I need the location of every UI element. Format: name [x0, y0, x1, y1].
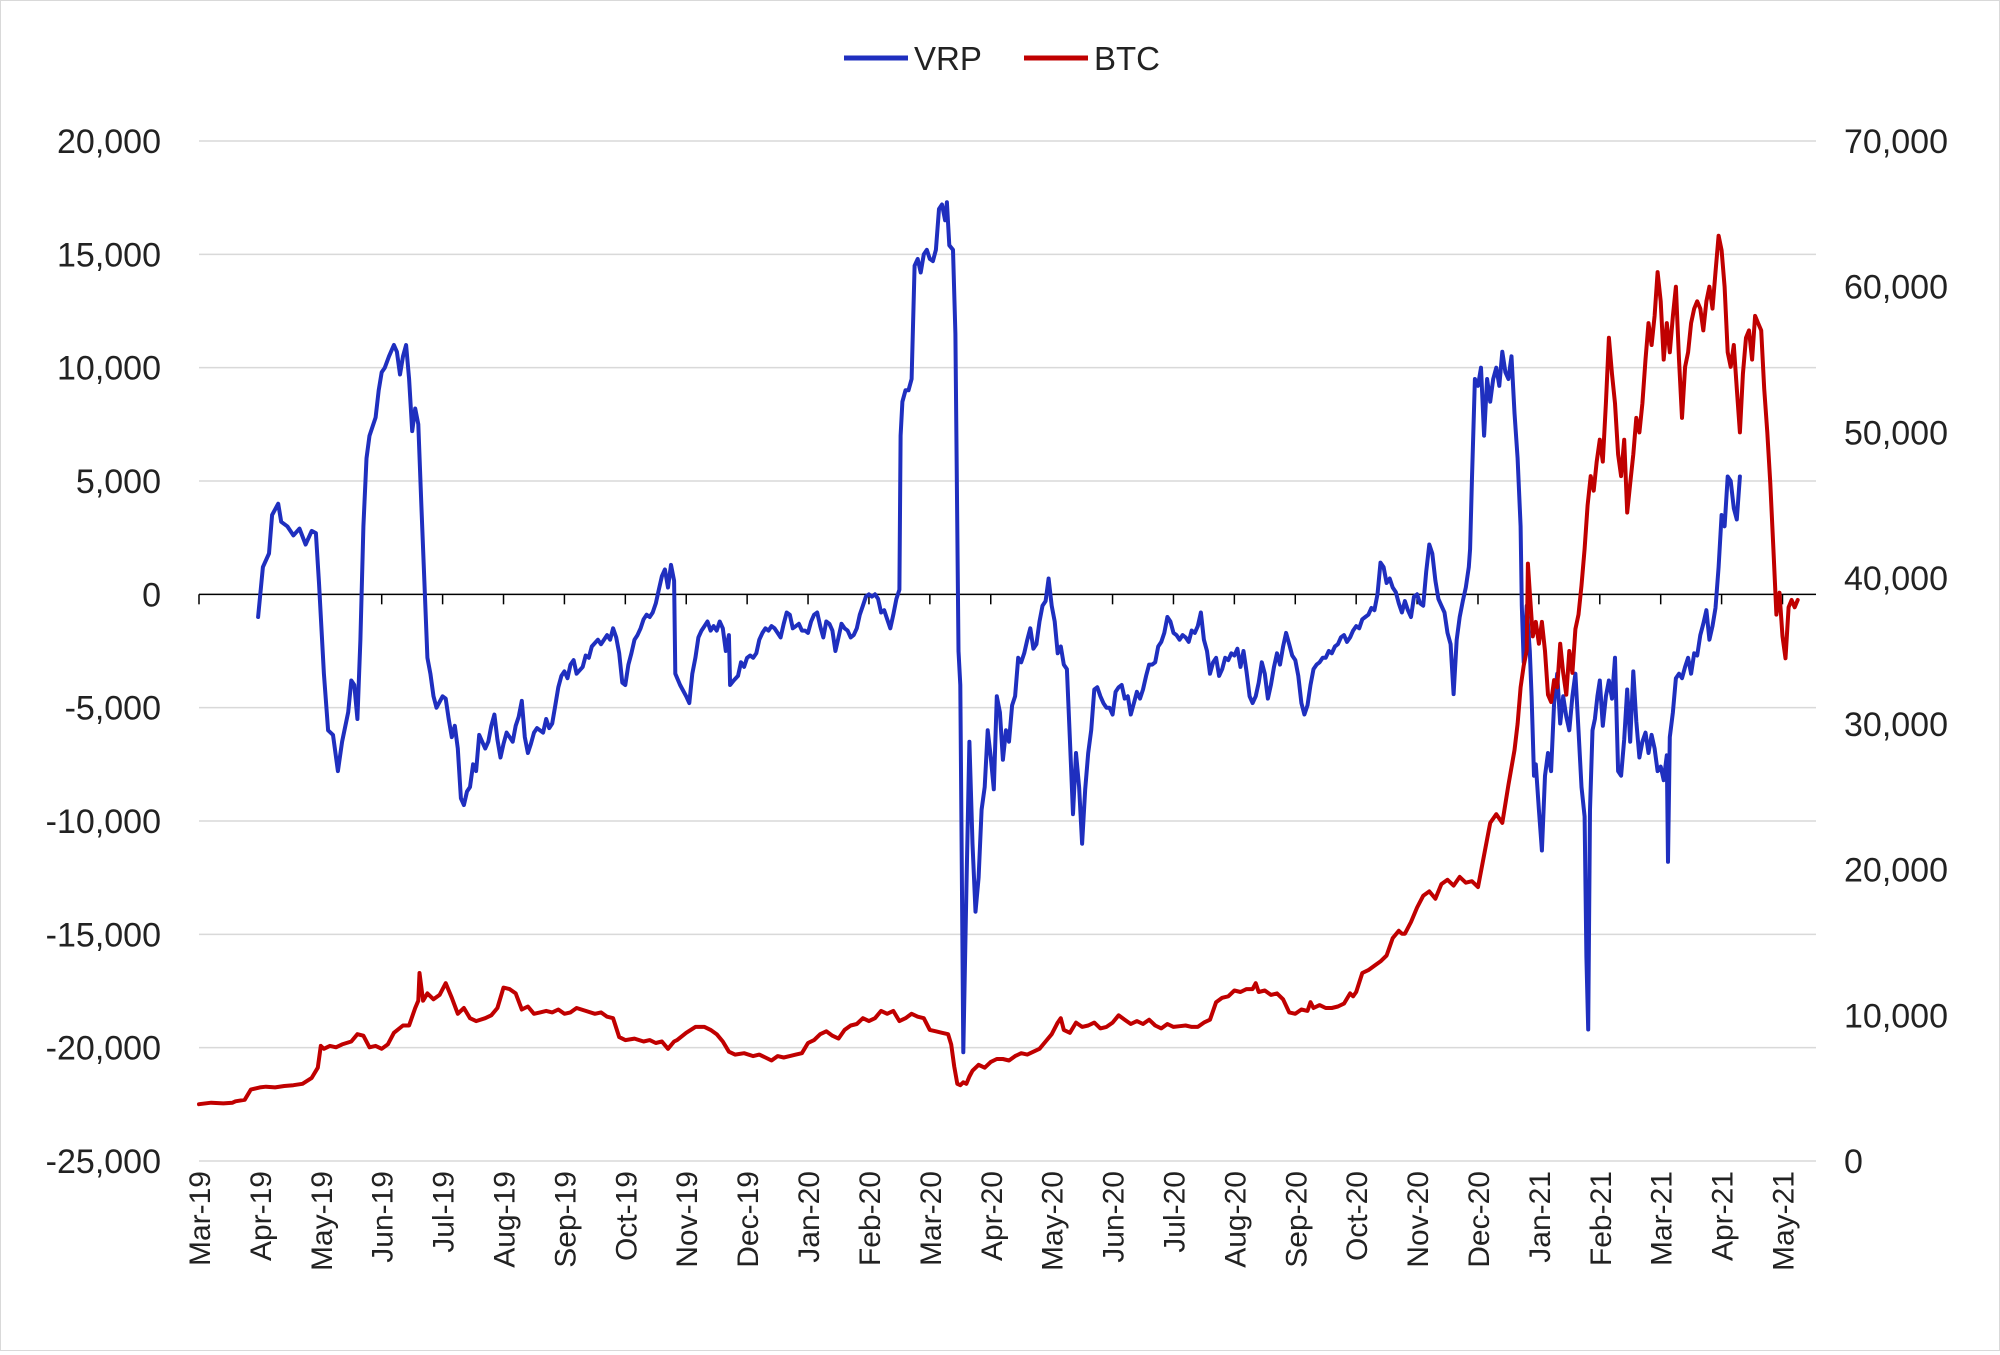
left-axis-tick-label: -5,000 [65, 690, 161, 728]
left-axis-tick-label: 0 [142, 576, 161, 614]
x-axis-tick-label: Feb-20 [854, 1171, 887, 1266]
series-line-vrp [256, 200, 1742, 1055]
left-axis-tick-label: 5,000 [76, 463, 161, 501]
right-axis-tick-label: 10,000 [1844, 997, 1948, 1035]
right-axis-tick-label: 0 [1844, 1143, 1863, 1181]
x-axis-tick-label: Aug-20 [1219, 1171, 1252, 1268]
left-axis-tick-labels: -25,000 -20,000 -15,000 -10,000 -5,000 0 5,000… [46, 123, 161, 1181]
gridlines [199, 140, 1816, 1162]
legend: VRP BTC [844, 40, 1160, 77]
left-axis-tick-label: -15,000 [46, 916, 161, 954]
right-axis-tick-label: 30,000 [1844, 706, 1948, 744]
x-axis-tick-label: Oct-20 [1341, 1171, 1374, 1261]
x-axis-tick-label: Apr-21 [1707, 1171, 1740, 1261]
x-axis-tick-label: Dec-20 [1463, 1171, 1496, 1268]
right-axis-tick-labels: 0 10,000 20,000 30,000 40,000 50,000 60,000 70,… [1844, 123, 1948, 1181]
left-axis-tick-label: 20,000 [57, 123, 161, 161]
x-axis-tick-label: Mar-20 [915, 1171, 948, 1266]
x-axis-tick-label: May-21 [1768, 1171, 1801, 1271]
x-axis-tick-label: Aug-19 [489, 1171, 522, 1268]
right-axis-tick-label: 40,000 [1844, 560, 1948, 598]
x-axis-tick-label: Nov-20 [1402, 1171, 1435, 1268]
right-axis-tick-label: 20,000 [1844, 852, 1948, 890]
x-axis-tick-label: Nov-19 [671, 1171, 704, 1268]
legend-label-vrp: VRP [914, 40, 982, 77]
x-axis-tick-label: Apr-19 [245, 1171, 278, 1261]
series-line-btc [197, 233, 1800, 1107]
x-axis-tick-label: Sep-19 [549, 1171, 582, 1268]
left-axis-tick-label: 15,000 [57, 236, 161, 274]
x-axis-tick-label: Jun-20 [1098, 1171, 1131, 1263]
left-axis-tick-label: -20,000 [46, 1030, 161, 1068]
x-axis-tick-label: Jun-19 [367, 1171, 400, 1263]
x-axis-tick-label: Jul-19 [428, 1171, 461, 1253]
left-axis-tick-label: 10,000 [57, 350, 161, 388]
x-axis-tick-label: Jan-20 [793, 1171, 826, 1263]
x-axis-tick-label: Apr-20 [976, 1171, 1009, 1261]
x-axis-tick-label: May-19 [306, 1171, 339, 1271]
zero-axis [198, 593, 1816, 605]
x-axis-tick-label: Feb-21 [1585, 1171, 1618, 1266]
right-axis-tick-label: 60,000 [1844, 269, 1948, 307]
right-axis-tick-label: 70,000 [1844, 123, 1948, 161]
x-axis-tick-label: Oct-19 [610, 1171, 643, 1261]
x-axis-tick-label: Mar-19 [184, 1171, 217, 1266]
x-axis-tick-label: Sep-20 [1280, 1171, 1313, 1268]
x-axis-tick-label: Jan-21 [1524, 1171, 1557, 1263]
series-lines [197, 200, 1800, 1107]
x-axis-tick-label: Jul-20 [1158, 1171, 1191, 1253]
left-axis-tick-label: -25,000 [46, 1143, 161, 1181]
legend-label-btc: BTC [1094, 40, 1160, 77]
x-axis-tick-label: Mar-21 [1646, 1171, 1679, 1266]
right-axis-tick-label: 50,000 [1844, 414, 1948, 452]
left-axis-tick-label: -10,000 [46, 803, 161, 841]
x-axis-tick-label: May-20 [1037, 1171, 1070, 1271]
x-axis-tick-label: Dec-19 [732, 1171, 765, 1268]
x-axis-tick-labels: Mar-19 Apr-19 May-19 Jun-19 Jul-19 Aug-19 Sep-… [184, 1171, 1801, 1271]
